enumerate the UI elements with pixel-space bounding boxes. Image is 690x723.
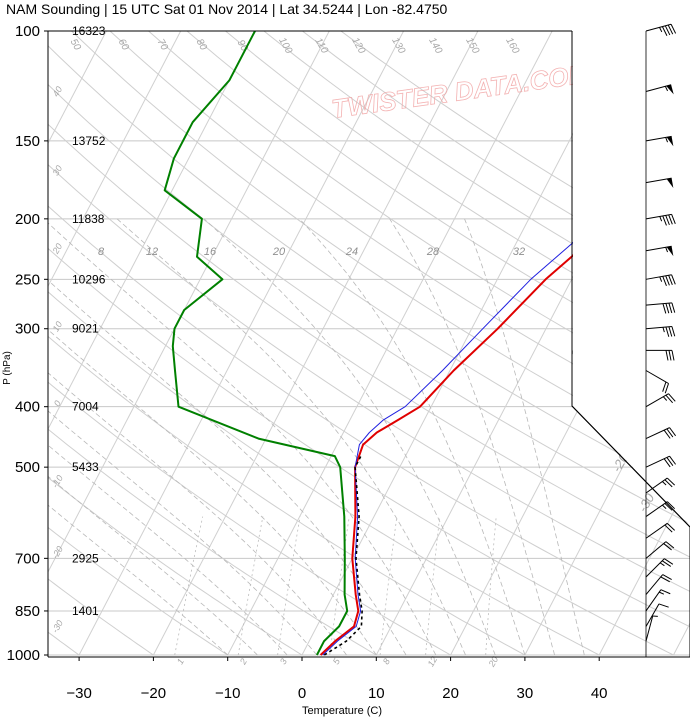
x-tick-label: 30 bbox=[517, 685, 534, 702]
mixing-ratio-label: 28 bbox=[426, 246, 440, 258]
x-tick-label: 20 bbox=[442, 685, 459, 702]
x-tick-label: −20 bbox=[141, 685, 166, 702]
y-tick-label: 150 bbox=[15, 133, 40, 150]
mixing-ratio-label: 20 bbox=[272, 246, 286, 258]
y-tick-label: 200 bbox=[15, 211, 40, 228]
y-tick-label: 700 bbox=[15, 550, 40, 567]
height-label: 7004 bbox=[72, 400, 99, 414]
height-label: 16323 bbox=[72, 24, 106, 38]
height-label: 13752 bbox=[72, 134, 106, 148]
mixing-ratio-label: 8 bbox=[98, 246, 105, 258]
y-tick-label: 850 bbox=[15, 603, 40, 620]
x-tick-label: −30 bbox=[66, 685, 91, 702]
y-axis-label: P (hPa) bbox=[2, 351, 13, 385]
y-tick-label: 400 bbox=[15, 399, 40, 416]
height-label: 5433 bbox=[72, 460, 99, 474]
x-tick-label: 10 bbox=[368, 685, 385, 702]
x-tick-label: 40 bbox=[591, 685, 608, 702]
y-tick-label: 100 bbox=[15, 23, 40, 40]
height-label: 11838 bbox=[72, 212, 105, 226]
y-tick-label: 250 bbox=[15, 271, 40, 288]
y-tick-label: 1000 bbox=[7, 647, 40, 664]
x-tick-label: 0 bbox=[298, 685, 306, 702]
height-label: 10296 bbox=[72, 272, 106, 286]
height-label: 2925 bbox=[72, 551, 99, 565]
height-label: 1401 bbox=[72, 604, 99, 618]
mixing-ratio-label: 16 bbox=[204, 246, 217, 258]
mixing-ratio-label: 24 bbox=[345, 246, 358, 258]
y-tick-label: 500 bbox=[15, 459, 40, 476]
x-tick-label: −10 bbox=[215, 685, 240, 702]
mixing-ratio-label: 12 bbox=[146, 246, 158, 258]
mixing-ratio-label: 32 bbox=[513, 246, 525, 258]
x-axis-label: Temperature (C) bbox=[302, 705, 382, 717]
chart-title: NAM Sounding | 15 UTC Sat 01 Nov 2014 | … bbox=[6, 1, 448, 17]
y-tick-label: 300 bbox=[15, 321, 40, 338]
height-label: 9021 bbox=[72, 322, 99, 336]
